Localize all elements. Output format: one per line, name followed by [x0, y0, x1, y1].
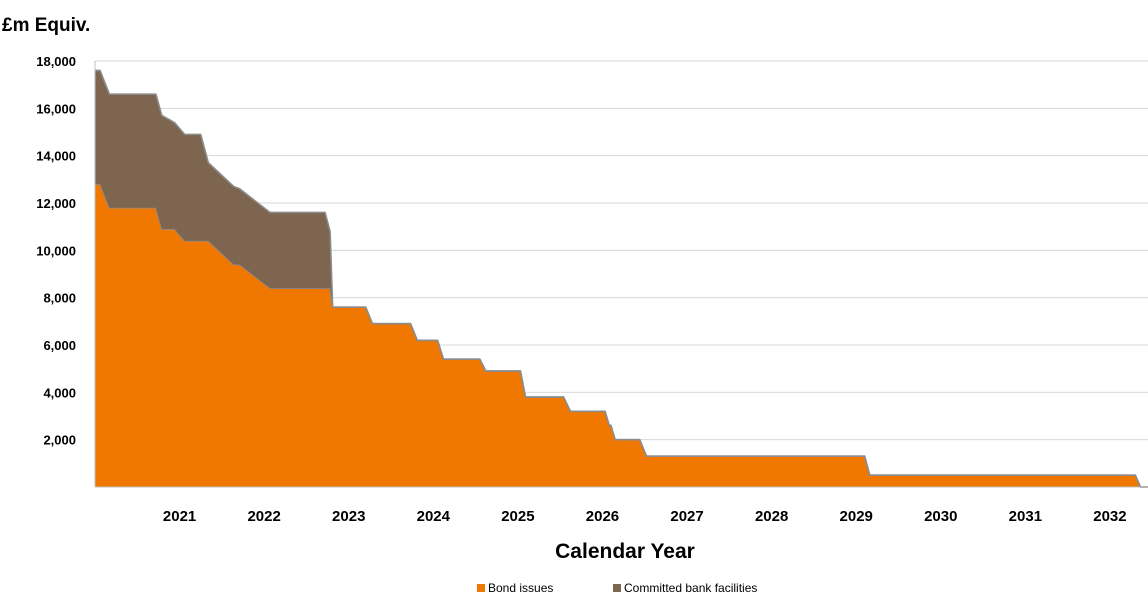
- x-tick-label-6: 2027: [670, 508, 703, 525]
- area-series-1: [95, 70, 1148, 487]
- axes: [94, 61, 1148, 488]
- legend: Bond issues Committed bank facilities: [477, 581, 757, 595]
- x-axis-title: Calendar Year: [555, 540, 695, 563]
- x-tick-label-7: 2028: [755, 508, 788, 525]
- x-tick-label-8: 2029: [840, 508, 873, 525]
- y-tick-label-4: 10,000: [36, 243, 76, 258]
- x-tick-label-9: 2030: [924, 508, 957, 525]
- y-axis-title: £m Equiv.: [2, 15, 90, 36]
- y-tick-labels: 2,000 4,000 6,000 8,000 10,000 12,000 14,000 16…: [36, 54, 76, 448]
- x-tick-label-5: 2026: [586, 508, 619, 525]
- legend-swatch-1: [613, 584, 621, 592]
- y-tick-label-2: 6,000: [43, 338, 76, 353]
- x-tick-label-0: 2021: [163, 508, 196, 525]
- legend-label-0: Bond issues: [488, 581, 553, 595]
- legend-label-1: Committed bank facilities: [624, 581, 757, 595]
- area-series-0: [95, 184, 1148, 488]
- x-tick-label-11: 2032: [1093, 508, 1126, 525]
- area-outline-1: [95, 69, 1148, 488]
- x-tick-label-2: 2023: [332, 508, 365, 525]
- y-tick-label-5: 12,000: [36, 196, 76, 211]
- y-tick-label-6: 14,000: [36, 149, 76, 164]
- y-tick-label-3: 8,000: [43, 291, 76, 306]
- x-tick-label-10: 2031: [1009, 508, 1042, 525]
- x-tick-labels: 2021 2022 2023 2024 2025 2026 2027 2028 2029 2030…: [163, 508, 1127, 525]
- y-tick-label-8: 18,000: [36, 54, 76, 69]
- plot-areas: [95, 69, 1148, 488]
- x-tick-label-1: 2022: [247, 508, 280, 525]
- y-tick-label-7: 16,000: [36, 101, 76, 116]
- legend-swatch-0: [477, 584, 485, 592]
- y-tick-label-0: 2,000: [43, 433, 76, 448]
- x-tick-label-3: 2024: [417, 508, 451, 525]
- x-tick-label-4: 2025: [501, 508, 534, 525]
- y-tick-label-1: 4,000: [43, 385, 76, 400]
